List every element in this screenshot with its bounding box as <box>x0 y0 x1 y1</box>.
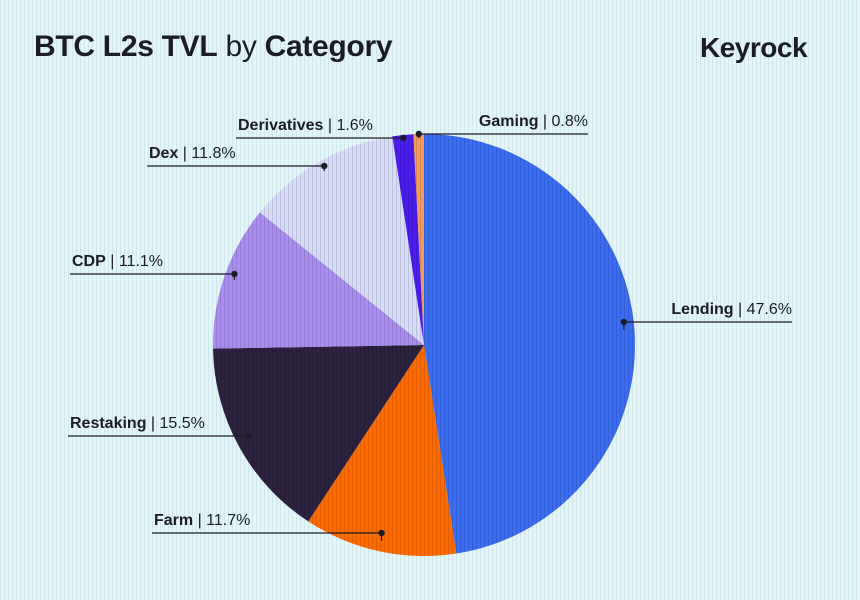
callout-dot-dex <box>321 162 328 170</box>
slice-label-name: Derivatives <box>238 117 323 134</box>
slice-label-value: 1.6% <box>336 117 372 134</box>
slice-label-value: 15.5% <box>160 415 205 432</box>
slice-label-name: Gaming <box>479 113 539 130</box>
chart-title: BTC L2s TVL by Category <box>34 30 393 64</box>
pie-slice-texture-derivatives <box>392 134 424 345</box>
slice-label-value: 0.8% <box>552 113 588 130</box>
slice-label-gaming: Gaming | 0.8% <box>479 113 588 130</box>
pie-slice-texture-cdp <box>213 212 424 349</box>
pie-callouts: Lending | 47.6% Farm | 11.7% Restaking | 1… <box>68 113 792 541</box>
pie-slice-texture-farm <box>308 345 457 556</box>
callout-line-dex <box>147 165 325 172</box>
title-part-1: BTC L2s TVL <box>34 30 218 63</box>
slice-label-separator: | <box>323 117 336 134</box>
slice-label-separator: | <box>106 253 119 270</box>
slice-label-name: Dex <box>149 145 178 162</box>
slice-label-separator: | <box>734 301 747 318</box>
callout-dot-restaking <box>245 432 252 440</box>
slice-label-name: CDP <box>72 253 106 270</box>
slice-label-value: 11.7% <box>206 512 250 529</box>
pie-slice-texture-dex <box>259 136 424 345</box>
callout-dot-gaming <box>415 130 423 138</box>
callout-line-restaking <box>68 435 250 442</box>
slice-label-separator: | <box>178 145 191 162</box>
slice-label-farm: Farm | 11.7% <box>154 512 250 529</box>
slice-label-lending: Lending | 47.6% <box>671 301 792 318</box>
slice-label-separator: | <box>538 113 551 130</box>
slice-label-name: Farm <box>154 512 193 529</box>
callout-line-lending <box>623 321 792 330</box>
callout-dot-farm <box>378 529 385 537</box>
slice-label-derivatives: Derivatives | 1.6% <box>238 117 373 134</box>
callout-line-cdp <box>70 273 236 280</box>
callout-dot-lending <box>620 318 628 326</box>
slice-label-value: 47.6% <box>747 301 792 318</box>
title-part-2: by <box>225 30 257 63</box>
callout-dot-derivatives <box>400 134 407 142</box>
pie-slice-texture-restaking <box>213 345 424 522</box>
slice-label-separator: | <box>146 415 159 432</box>
pie-slice-texture-gaming <box>413 134 424 345</box>
title-part-3: Category <box>264 30 393 63</box>
brand-logo: Keyrock <box>700 32 808 63</box>
slice-label-name: Lending <box>671 301 733 318</box>
pie-slices <box>213 134 636 556</box>
slice-label-cdp: CDP | 11.1% <box>72 253 163 270</box>
slice-label-value: 11.1% <box>119 253 163 270</box>
slice-label-restaking: Restaking | 15.5% <box>70 415 205 432</box>
callout-dot-cdp <box>231 270 238 278</box>
slice-label-value: 11.8% <box>191 145 235 162</box>
slice-label-separator: | <box>193 512 206 529</box>
slice-label-dex: Dex | 11.8% <box>149 145 236 162</box>
pie-slice-texture-lending <box>424 134 636 554</box>
slice-label-name: Restaking <box>70 415 146 432</box>
